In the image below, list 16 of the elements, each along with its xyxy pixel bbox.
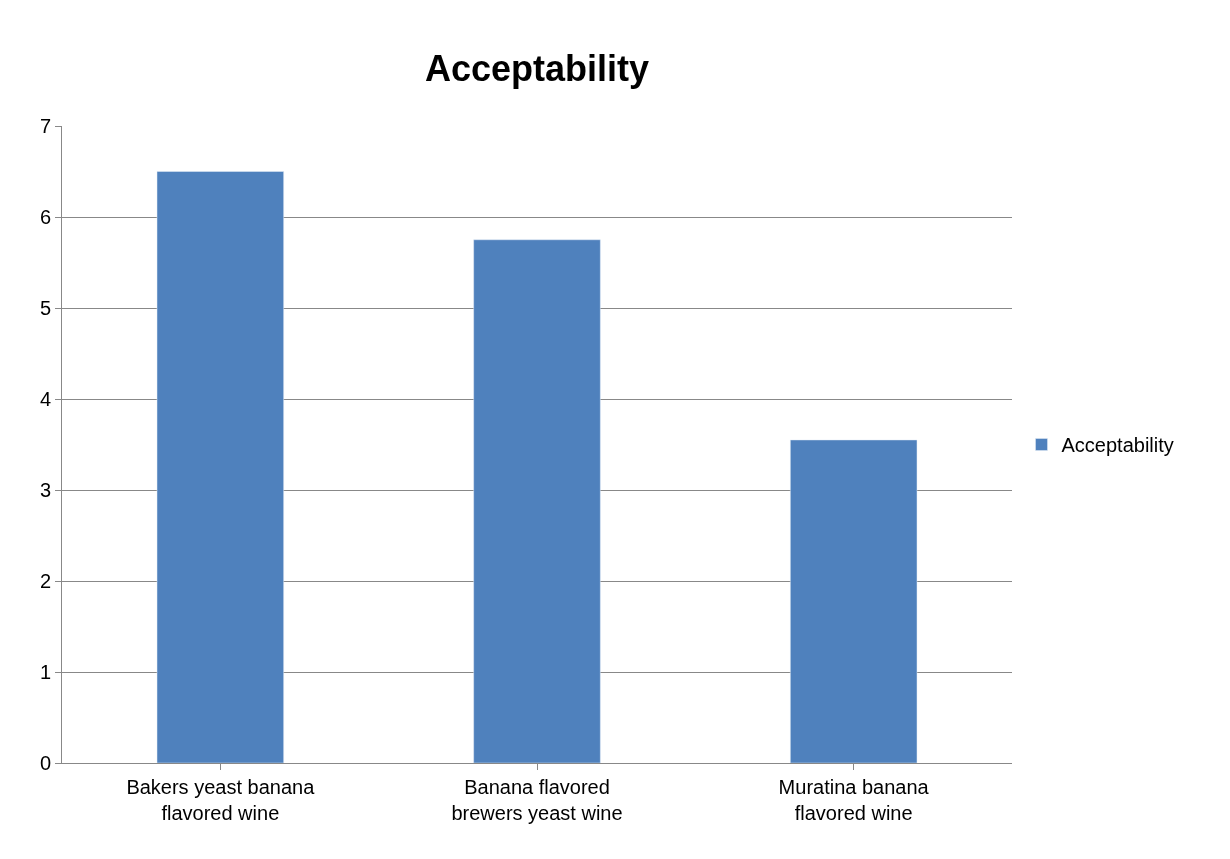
y-tick-label: 4	[39, 388, 51, 410]
bar	[790, 439, 918, 763]
x-tick-label: Banana flavored brewers yeast wine	[451, 776, 623, 824]
y-tick-label: 3	[39, 479, 51, 501]
y-tick-label: 5	[39, 297, 51, 319]
x-tick-label: Muratina banana flavored wine	[778, 776, 930, 824]
bar	[156, 171, 284, 763]
y-tick-label: 7	[39, 115, 51, 137]
y-tick-label: 6	[39, 206, 51, 228]
y-tick-label: 2	[39, 570, 51, 592]
y-tick-label: 0	[39, 752, 51, 774]
bar	[473, 239, 601, 763]
chart-title: Acceptability	[424, 48, 650, 90]
legend-label: Acceptability	[1061, 434, 1174, 457]
y-tick-label: 1	[39, 661, 51, 683]
x-tick-label: Bakers yeast banana flavored wine	[126, 776, 316, 824]
